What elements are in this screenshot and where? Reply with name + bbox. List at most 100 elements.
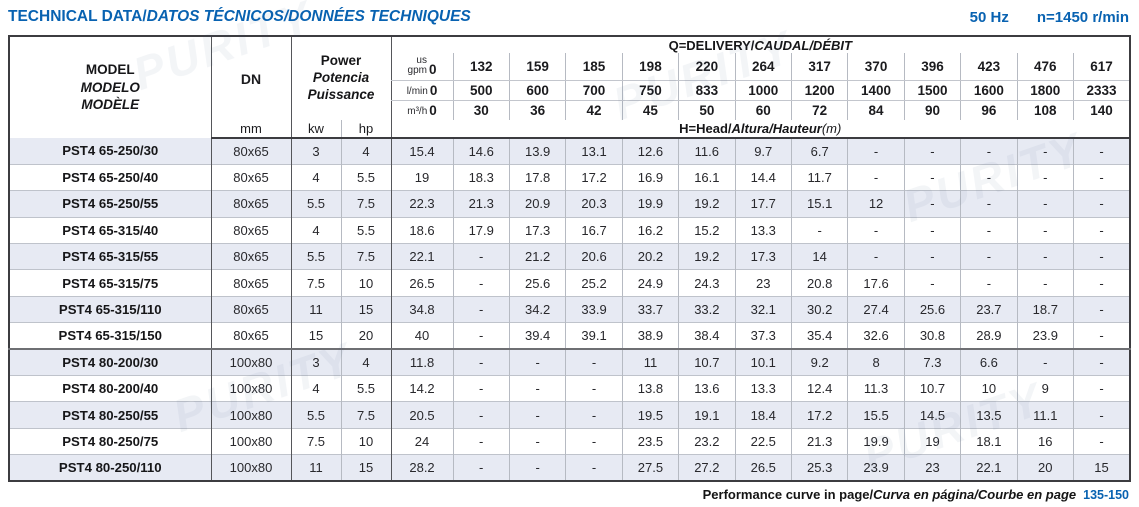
head-value-cell: 16.7	[565, 216, 623, 244]
head-value-cell: -	[508, 427, 566, 455]
kw-cell: 11	[290, 454, 341, 482]
flow-row-usgpm: us gpm 0 132 159 185 198 220 264 317 370 396 423 476 6…	[9, 53, 1130, 81]
head-value-cell: -	[508, 375, 566, 402]
dn-cell: 100x80	[210, 427, 291, 455]
footer-text-en: Performance curve in page/	[702, 487, 874, 502]
head-value-cell: 25.6	[903, 295, 961, 323]
head-value-cell: -	[1072, 138, 1130, 165]
head-value-cell: 16.9	[621, 163, 679, 191]
head-value-cell: 27.5	[621, 454, 679, 482]
head-value-cell: -	[1016, 138, 1074, 165]
head-value-cell: 25.6	[508, 269, 566, 297]
head-value-cell: 20.2	[621, 243, 679, 270]
head-value-cell: -	[1016, 269, 1074, 297]
head-value-cell: 10	[960, 375, 1018, 402]
model-cell: PST4 80-250/55	[9, 401, 211, 429]
head-value-cell: 6.7	[790, 138, 848, 165]
kw-cell: 4	[290, 375, 341, 402]
model-cell: PST4 80-250/75	[9, 427, 211, 455]
head-value-cell: 33.2	[678, 295, 736, 323]
frequency-label: 50 Hz	[969, 9, 1009, 26]
flow-tick-value: 1400	[847, 80, 905, 101]
head-value-cell: -	[1072, 243, 1130, 270]
model-cell: PST4 65-315/55	[9, 243, 211, 270]
head-value-cell: 14.5	[903, 401, 961, 429]
table-row: PST4 80-200/30 100x80 3 4 11.8- - -11 10.7 10.1 9…	[9, 348, 1130, 376]
head-value-cell: 19.2	[678, 190, 736, 218]
power-header-fr: Puissance	[307, 86, 375, 102]
head-value-cell: 22.5	[734, 427, 792, 455]
flow-tick-value: 159	[508, 53, 566, 81]
head-value-cell: -	[1016, 163, 1074, 191]
delivery-header-en: Q=DELIVERY/	[668, 37, 755, 53]
head-value-cell: -	[1016, 243, 1074, 270]
flow-tick-value: 396	[903, 53, 961, 81]
head-value-cell: -	[1072, 216, 1130, 244]
hp-cell: 5.5	[340, 216, 392, 244]
head-value-cell: -	[1072, 190, 1130, 218]
dn-cell: 100x80	[210, 348, 291, 376]
table-body: PST4 65-250/30 80x65 3 4 15.4 14.6 13.9 13.1 12.…	[9, 138, 1130, 482]
kw-cell: 11	[290, 295, 341, 323]
hp-cell: 7.5	[340, 243, 392, 270]
head-value-cell: 19.5	[621, 401, 679, 429]
flow-tick-value: 264	[734, 53, 792, 81]
head-value-cell: -	[1072, 322, 1130, 350]
dn-cell: 100x80	[210, 375, 291, 402]
head-value-cell: 20	[1016, 454, 1074, 482]
head-value-cell: -	[565, 348, 623, 376]
kw-header: kw	[290, 120, 341, 139]
head-value-cell: 14.4	[734, 163, 792, 191]
head-header-en: H=Head/	[679, 121, 732, 136]
model-header-fr: MODÈLE	[81, 97, 140, 113]
table-row: PST4 65-315/55 80x65 5.5 7.5 22.1-21.2 20.6 20…	[9, 243, 1130, 270]
head-value-cell: -	[903, 243, 961, 270]
flow-tick-value: 476	[1016, 53, 1074, 81]
head-value-cell: -	[452, 454, 510, 482]
flow-tick-value: 36	[508, 100, 566, 120]
head-value-cell: 23	[903, 454, 961, 482]
flow-tick-value: 45	[621, 100, 679, 120]
head-value-cell: -	[1072, 427, 1130, 455]
head-value-cell: 7.3	[903, 348, 961, 376]
head-value-cell: 13.1	[565, 138, 623, 165]
head-value-cell: -	[960, 138, 1018, 165]
head-value-cell: 6.6	[960, 348, 1018, 376]
head-value-cell: 10.1	[734, 348, 792, 376]
head-header-intl: Altura/Hauteur	[731, 121, 822, 136]
dn-unit-header: mm	[210, 120, 291, 139]
head-value-cell: -	[1016, 348, 1074, 376]
head-value-cell: 28.9	[960, 322, 1018, 350]
model-cell: PST4 65-250/30	[62, 143, 159, 159]
head-value-cell: -	[565, 427, 623, 455]
head-value-cell: 23.9	[1016, 322, 1074, 350]
head-value-cell: 16.1	[678, 163, 736, 191]
flow-zero-value: 0	[429, 82, 438, 98]
head-value-cell: -	[565, 401, 623, 429]
hp-cell: 4	[340, 348, 392, 376]
head-value-cell: 19	[390, 163, 454, 191]
kw-cell: 5.5	[290, 190, 341, 218]
head-value-cell: 37.3	[734, 322, 792, 350]
head-value-cell: 19.9	[621, 190, 679, 218]
spec-labels: 50 Hz n=1450 r/min	[970, 9, 1129, 26]
head-value-cell: -	[452, 269, 510, 297]
flow-tick-value: 30	[452, 100, 510, 120]
flow-tick-value: 198	[621, 53, 679, 81]
hp-cell: 15	[340, 295, 392, 323]
head-value-cell: -	[847, 138, 905, 165]
dn-column-header: DN	[210, 36, 291, 120]
model-cell: PST4 80-250/110	[9, 454, 211, 482]
head-value-cell: 21.3	[452, 190, 510, 218]
flow-tick-value: 72	[790, 100, 848, 120]
flow-tick-value: 42	[565, 100, 623, 120]
flow-tick-value: 90	[903, 100, 961, 120]
head-value-cell: -	[960, 216, 1018, 244]
head-value-cell: 14	[790, 243, 848, 270]
table-row: PST4 80-250/110 100x80 11 15 28.2- - -27.5 27.2…	[9, 454, 1130, 482]
head-value-cell: 23.9	[847, 454, 905, 482]
head-value-cell: -	[452, 427, 510, 455]
table-row: PST4 65-250/40 80x65 4 5.5 19 18.3 17.8 17.2 16.…	[9, 163, 1130, 191]
flow-tick-value: 108	[1016, 100, 1074, 120]
kw-cell: 7.5	[290, 269, 341, 297]
